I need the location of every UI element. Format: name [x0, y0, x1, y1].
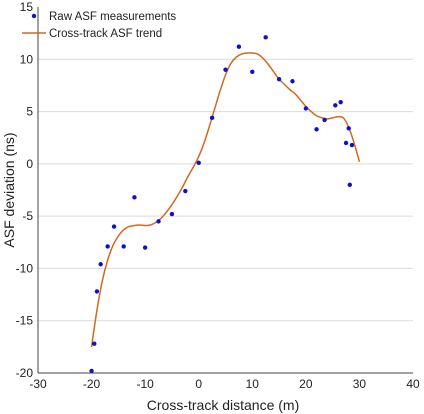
x-tick-label: -30 — [29, 377, 47, 391]
data-point — [333, 103, 338, 108]
data-point — [250, 69, 255, 75]
legend-marker-points — [31, 13, 37, 19]
data-point — [142, 245, 148, 250]
data-point — [263, 35, 268, 40]
data-point — [338, 99, 343, 105]
data-point — [156, 219, 161, 224]
data-point — [343, 140, 349, 146]
measurement-points-group — [89, 35, 355, 374]
data-point — [121, 244, 126, 249]
y-tick-label: 5 — [26, 105, 33, 119]
x-tick-label: 30 — [353, 377, 367, 391]
data-point — [314, 127, 319, 132]
data-point — [322, 117, 327, 123]
y-tick-label: 0 — [26, 157, 33, 171]
x-tick-label: 40 — [406, 377, 420, 391]
data-point — [236, 44, 242, 49]
data-point — [89, 368, 94, 374]
x-tick-label: -20 — [83, 377, 101, 391]
data-point — [303, 106, 309, 111]
data-point — [105, 244, 110, 249]
grid-lines — [38, 58, 413, 322]
axes — [37, 7, 413, 374]
data-point — [169, 211, 175, 217]
data-point — [290, 79, 295, 84]
trend-line — [90, 52, 361, 347]
y-tick-label: -5 — [22, 209, 33, 223]
x-tick-label: -10 — [136, 377, 154, 391]
x-axis-label: Cross-track distance (m) — [147, 397, 299, 413]
y-axis-label: ASF deviation (ns) — [1, 132, 17, 247]
data-point — [347, 182, 352, 187]
data-point — [196, 160, 201, 166]
legend-label-line: Cross-track ASF trend — [49, 28, 162, 40]
y-tick-label: -15 — [16, 314, 34, 328]
data-point — [132, 195, 137, 200]
trend-line-group — [90, 52, 361, 347]
y-tick-label: -10 — [16, 261, 34, 275]
data-point — [276, 76, 282, 82]
y-tick-label: 10 — [20, 52, 34, 66]
y-tick-label: -20 — [16, 366, 34, 380]
data-point — [92, 341, 97, 346]
data-point — [223, 67, 228, 72]
data-point — [209, 115, 215, 121]
y-tick-label: 15 — [20, 0, 34, 14]
x-tick-label: 20 — [299, 377, 313, 391]
x-tick-label: 0 — [195, 377, 202, 391]
legend: Raw ASF measurements Cross-track ASF tre… — [22, 11, 176, 40]
x-tick-label: 10 — [246, 377, 260, 391]
data-point — [94, 289, 100, 294]
data-point — [346, 126, 351, 131]
data-point — [349, 142, 355, 148]
data-point — [111, 224, 117, 229]
data-point — [98, 262, 103, 267]
data-point — [183, 188, 188, 194]
legend-label-points: Raw ASF measurements — [49, 11, 176, 23]
